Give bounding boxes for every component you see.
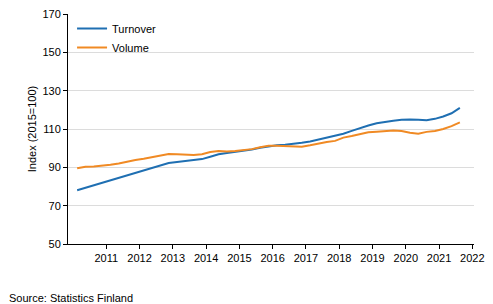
svg-text:2017: 2017	[294, 252, 318, 264]
svg-text:Volume: Volume	[112, 42, 149, 54]
svg-text:2015: 2015	[227, 252, 251, 264]
svg-text:Index (2015=100): Index (2015=100)	[26, 86, 38, 173]
svg-text:2022: 2022	[460, 252, 484, 264]
svg-text:2020: 2020	[394, 252, 418, 264]
svg-text:2021: 2021	[427, 252, 451, 264]
svg-text:2018: 2018	[327, 252, 351, 264]
svg-text:70: 70	[49, 200, 61, 212]
svg-text:170: 170	[42, 8, 60, 20]
svg-text:2019: 2019	[360, 252, 384, 264]
svg-text:2013: 2013	[161, 252, 185, 264]
svg-text:2011: 2011	[94, 252, 118, 264]
svg-text:Turnover: Turnover	[112, 23, 156, 35]
svg-text:2014: 2014	[194, 252, 218, 264]
svg-text:2012: 2012	[127, 252, 151, 264]
svg-text:150: 150	[42, 46, 60, 58]
svg-text:Source: Statistics Finland: Source: Statistics Finland	[9, 292, 133, 304]
svg-text:130: 130	[42, 85, 60, 97]
svg-text:50: 50	[49, 238, 61, 250]
svg-text:110: 110	[43, 123, 61, 135]
svg-text:2016: 2016	[260, 252, 284, 264]
svg-text:90: 90	[49, 161, 61, 173]
